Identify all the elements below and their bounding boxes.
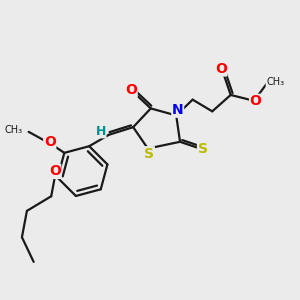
Text: O: O xyxy=(125,83,137,97)
Text: O: O xyxy=(49,164,61,178)
Text: S: S xyxy=(198,142,208,156)
Text: H: H xyxy=(95,125,106,138)
Text: CH₃: CH₃ xyxy=(4,125,22,135)
Text: N: N xyxy=(172,103,184,117)
Text: O: O xyxy=(215,62,227,76)
Text: CH₃: CH₃ xyxy=(266,77,284,87)
Text: O: O xyxy=(250,94,262,108)
Text: S: S xyxy=(144,147,154,161)
Text: O: O xyxy=(44,135,56,149)
